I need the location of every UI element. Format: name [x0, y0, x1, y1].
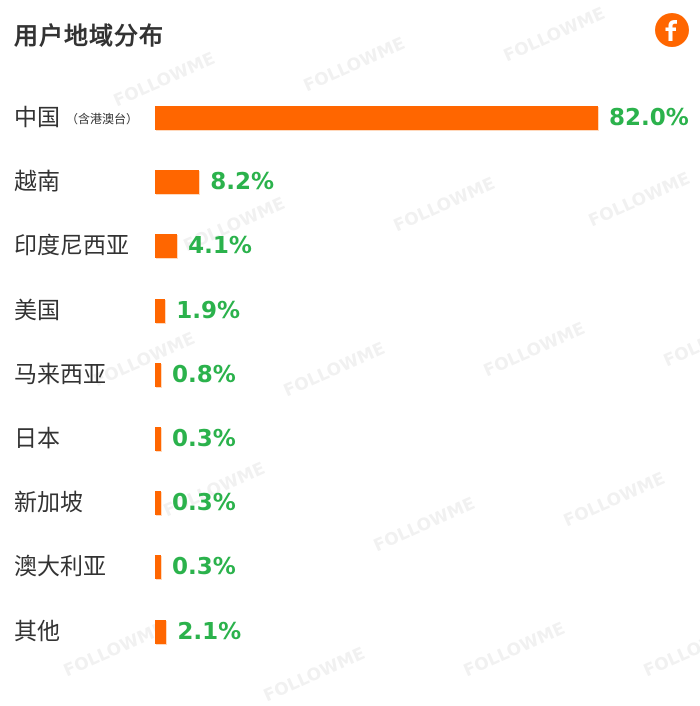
category-note: （含港澳台）	[66, 111, 139, 126]
chart-row: 越南 8.2%	[0, 162, 700, 202]
data-label: 82.0%	[609, 105, 689, 131]
data-label: 1.9%	[176, 297, 241, 324]
category-label: 新加坡	[14, 483, 83, 523]
bar	[155, 298, 166, 323]
chart-row: 其他 2.1%	[0, 612, 700, 652]
bar	[155, 170, 200, 195]
bar	[155, 234, 178, 259]
bar	[155, 106, 598, 130]
chart-row: 澳大利亚 0.3%	[0, 547, 700, 587]
chart-row: 美国 1.9%	[0, 291, 700, 331]
category-label: 美国	[14, 291, 60, 331]
category-label: 中国 （含港澳台）	[14, 98, 138, 138]
category-label: 印度尼西亚	[14, 226, 129, 266]
chart-row: 印度尼西亚 4.1%	[0, 226, 700, 266]
bar	[155, 427, 161, 451]
chart-row: 马来西亚 0.8%	[0, 355, 700, 395]
bar	[155, 555, 161, 580]
chart-row: 中国 （含港澳台） 82.0%	[0, 98, 700, 138]
category-name: 日本	[14, 426, 60, 452]
category-name: 其他	[14, 618, 60, 645]
bar	[155, 491, 161, 516]
category-name: 美国	[14, 297, 60, 324]
data-label: 8.2%	[210, 169, 275, 196]
chart-row: 日本 0.3%	[0, 419, 700, 459]
data-label: 4.1%	[188, 233, 252, 260]
category-label: 日本	[14, 419, 60, 459]
chart-row: 新加坡 0.3%	[0, 483, 700, 523]
category-name: 印度尼西亚	[14, 233, 129, 260]
category-name: 马来西亚	[14, 361, 106, 388]
category-label: 马来西亚	[14, 355, 106, 395]
category-name: 中国	[14, 105, 60, 131]
chart-title: 用户地域分布	[14, 22, 164, 50]
data-label: 0.3%	[172, 554, 236, 581]
data-label: 0.3%	[172, 426, 236, 452]
data-label: 0.3%	[172, 490, 236, 517]
followme-f-logo-icon	[655, 13, 689, 47]
category-label: 其他	[14, 612, 60, 652]
data-label: 0.8%	[172, 361, 236, 388]
category-name: 澳大利亚	[14, 554, 106, 581]
category-name: 新加坡	[14, 490, 83, 517]
data-label: 2.1%	[177, 618, 242, 645]
category-label: 澳大利亚	[14, 547, 106, 587]
category-label: 越南	[14, 162, 60, 202]
bar	[155, 619, 167, 644]
bar	[155, 362, 161, 387]
category-name: 越南	[14, 169, 60, 196]
